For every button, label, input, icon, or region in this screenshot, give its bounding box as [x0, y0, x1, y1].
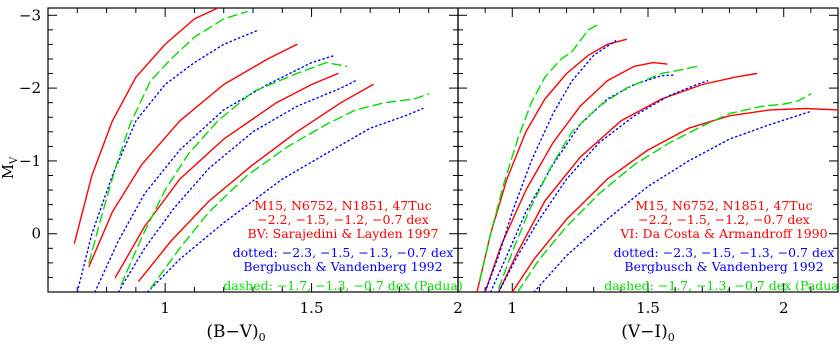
y-axis-label: MV [0, 156, 20, 179]
y-axis-label-sub: V [9, 156, 20, 165]
panel-right-ticks: 1 1.5 2 [458, 8, 838, 317]
annotation-line: dotted: −2.3, −1.5, −1.3, −0.7 dex [614, 245, 835, 260]
panel-right-annotations: M15, N6752, N1851, 47Tuc−2.2, −1.5, −1.2… [604, 198, 840, 293]
x-tick-label: 1.5 [300, 299, 324, 317]
dashed-isochrone-curve [517, 93, 812, 292]
annotation-line: Bergbusch & Vandenberg 1992 [243, 259, 442, 274]
panel-left-xlabel-sub: 0 [259, 331, 266, 344]
annotation-line: BV: Sarajedini & Layden 1997 [247, 226, 438, 241]
panel-left-xlabel-main: (B−V) [206, 322, 258, 342]
dotted-isochrone-curve [533, 110, 812, 292]
annotation-line: M15, N6752, N1851, 47Tuc [635, 198, 812, 213]
panel-right-xlabel-sub: 0 [668, 331, 675, 344]
solid-isochrone-curve [88, 43, 298, 268]
panel-right-xlabel: (V−I)0 [621, 322, 675, 344]
solid-isochrone-curve [511, 107, 838, 292]
solid-isochrone-curve [498, 72, 758, 292]
dashed-isochrone-curve [479, 23, 600, 282]
solid-isochrone-curve [138, 83, 374, 282]
dashed-isochrone-curve [498, 65, 698, 290]
panel-left: 1 1.5 2 −3 −2 −1 0 M15, N6752, N1851, 47Tuc−2.… [19, 6, 463, 344]
dotted-isochrone-curve [76, 29, 260, 292]
dashed-isochrone-curve [149, 93, 430, 290]
y-tick-label: −1 [19, 152, 41, 170]
solid-isochrone-curve [73, 8, 219, 244]
annotation-line: dashed: −1.7, −1.3, −0.7 dex (Padua) [223, 278, 462, 293]
dotted-isochrone-curve [498, 80, 709, 292]
panel-left-xlabel: (B−V)0 [206, 322, 265, 344]
annotation-line: Bergbusch & Vandenberg 1992 [624, 259, 823, 274]
panel-left-annotations: M15, N6752, N1851, 47Tuc−2.2, −1.5, −1.2… [223, 198, 462, 293]
dotted-isochrone-curve [117, 80, 357, 292]
annotation-line: dashed: −1.7, −1.3, −0.7 dex (Padua) [604, 278, 840, 293]
y-tick-label: −3 [19, 6, 41, 24]
y-axis-label-main: M [0, 164, 17, 179]
solid-isochrone-curve [114, 72, 339, 279]
annotation-line: −2.2, −1.5, −1.2, −0.7 dex [638, 212, 810, 227]
dotted-isochrone-curve [146, 107, 424, 292]
y-tick-label: −2 [19, 79, 41, 97]
panel-right: 1 1.5 2 M15, N6752, N1851, 47Tuc−2.2, −1.5… [457, 7, 840, 344]
dashed-isochrone-curve [88, 10, 248, 264]
annotation-line: dotted: −2.3, −1.5, −1.3, −0.7 dex [233, 245, 454, 260]
panel-left-ticks: 1 1.5 2 −3 −2 −1 0 [19, 6, 463, 317]
annotation-line: −2.2, −1.5, −1.2, −0.7 dex [257, 212, 429, 227]
dashed-isochrone-curve [120, 61, 348, 286]
annotation-line: VI: Da Costa & Armandroff 1990 [619, 226, 827, 241]
x-tick-label: 1.5 [636, 299, 660, 317]
x-tick-label: 1 [160, 299, 170, 317]
x-tick-label: 2 [453, 299, 463, 317]
dotted-isochrone-curve [484, 40, 617, 292]
solid-isochrone-curve [484, 61, 668, 292]
annotation-line: M15, N6752, N1851, 47Tuc [254, 198, 431, 213]
y-tick-label: 0 [31, 225, 41, 243]
panel-right-curves [476, 23, 838, 292]
panel-left-curves [73, 8, 430, 292]
x-tick-label: 2 [779, 299, 789, 317]
solid-isochrone-curve [476, 38, 627, 292]
panel-right-xlabel-main: (V−I) [621, 322, 668, 342]
x-tick-label: 1 [508, 299, 518, 317]
